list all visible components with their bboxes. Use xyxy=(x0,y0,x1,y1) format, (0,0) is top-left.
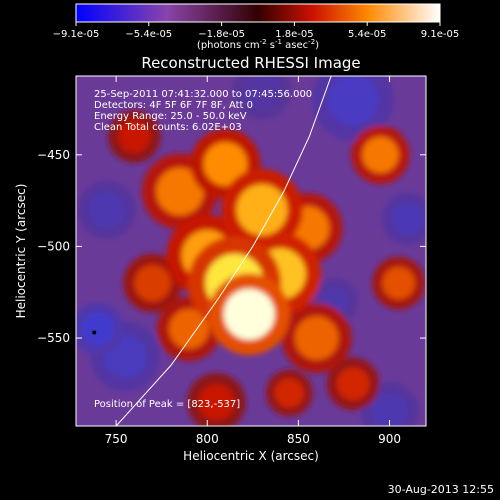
heatmap-blob xyxy=(81,312,115,346)
colorbar-label: (photons cm-2 s-1 asec-2) xyxy=(197,38,319,51)
peak-marker xyxy=(92,330,97,335)
heatmap-blob xyxy=(88,191,126,228)
chart-title: Reconstructed RHESSI Image xyxy=(141,54,360,72)
heatmap-blob xyxy=(198,383,235,421)
colorbar-tick-label: −5.4e-05 xyxy=(125,29,172,40)
heatmap-blob xyxy=(382,266,416,300)
x-tick-label: 850 xyxy=(287,432,310,446)
heatmap-blob xyxy=(274,378,304,408)
x-axis-ticks: 750 800 850 900 xyxy=(105,76,401,446)
colorbar-tick-label: 1.8e-05 xyxy=(275,29,313,40)
colorbar-tick-label: 5.4e-05 xyxy=(348,29,386,40)
heatmap-blob xyxy=(156,167,204,216)
y-axis-ticks: −450 −500 −550 xyxy=(37,148,426,345)
heatmap-blob xyxy=(294,316,339,360)
observation-info: 25-Sep-2011 07:41:32.000 to 07:45:56.000… xyxy=(94,89,312,133)
heatmap-blob xyxy=(391,202,425,236)
y-tick-label: −450 xyxy=(37,148,70,162)
heatmap-blob xyxy=(134,264,171,302)
y-tick-label: −500 xyxy=(37,239,70,253)
peak-position-label: Position of Peak = [823,-537] xyxy=(94,399,240,410)
colorbar-tick-label: −9.1e-05 xyxy=(53,29,100,40)
footer-date: 30-Aug-2013 12:55 xyxy=(387,483,494,496)
info-line: Energy Range: 25.0 - 50.0 keV xyxy=(94,111,247,122)
heatmap-blob xyxy=(243,76,281,109)
info-line: Detectors: 4F 5F 6F 7F 8F, Att 0 xyxy=(94,100,253,111)
info-line: 25-Sep-2011 07:41:32.000 to 07:45:56.000 xyxy=(94,89,312,100)
heatmap-blobs xyxy=(76,76,426,426)
colorbar-ticks: −9.1e-05 −5.4e-05 −1.8e-05 1.8e-05 5.4e-05 9.… xyxy=(53,22,459,40)
x-axis-label: Heliocentric X (arcsec) xyxy=(183,449,319,463)
colorbar-tick-label: 9.1e-05 xyxy=(421,29,459,40)
x-tick-label: 750 xyxy=(105,432,128,446)
x-tick-label: 800 xyxy=(196,432,219,446)
heatmap-blob xyxy=(336,367,370,401)
info-line: Clean Total counts: 6.02E+03 xyxy=(94,122,242,133)
heatmap-blob xyxy=(117,120,151,153)
heatmap-blob xyxy=(168,308,210,349)
plot-frame xyxy=(75,75,427,427)
solar-limb-curve xyxy=(115,76,332,426)
y-tick-label: −550 xyxy=(37,331,70,345)
heatmap-blob xyxy=(362,136,399,174)
colorbar xyxy=(75,3,441,23)
x-tick-label: 900 xyxy=(378,432,401,446)
heatmap-blob xyxy=(223,288,275,340)
heatmap-blob xyxy=(327,76,379,126)
colorbar-tick-label: −1.8e-05 xyxy=(198,29,245,40)
heatmap-blob xyxy=(203,142,248,186)
heatmap-blob xyxy=(236,184,288,236)
heatmap-blob xyxy=(371,393,408,426)
y-axis-label: Heliocentric Y (arcsec) xyxy=(14,184,28,319)
